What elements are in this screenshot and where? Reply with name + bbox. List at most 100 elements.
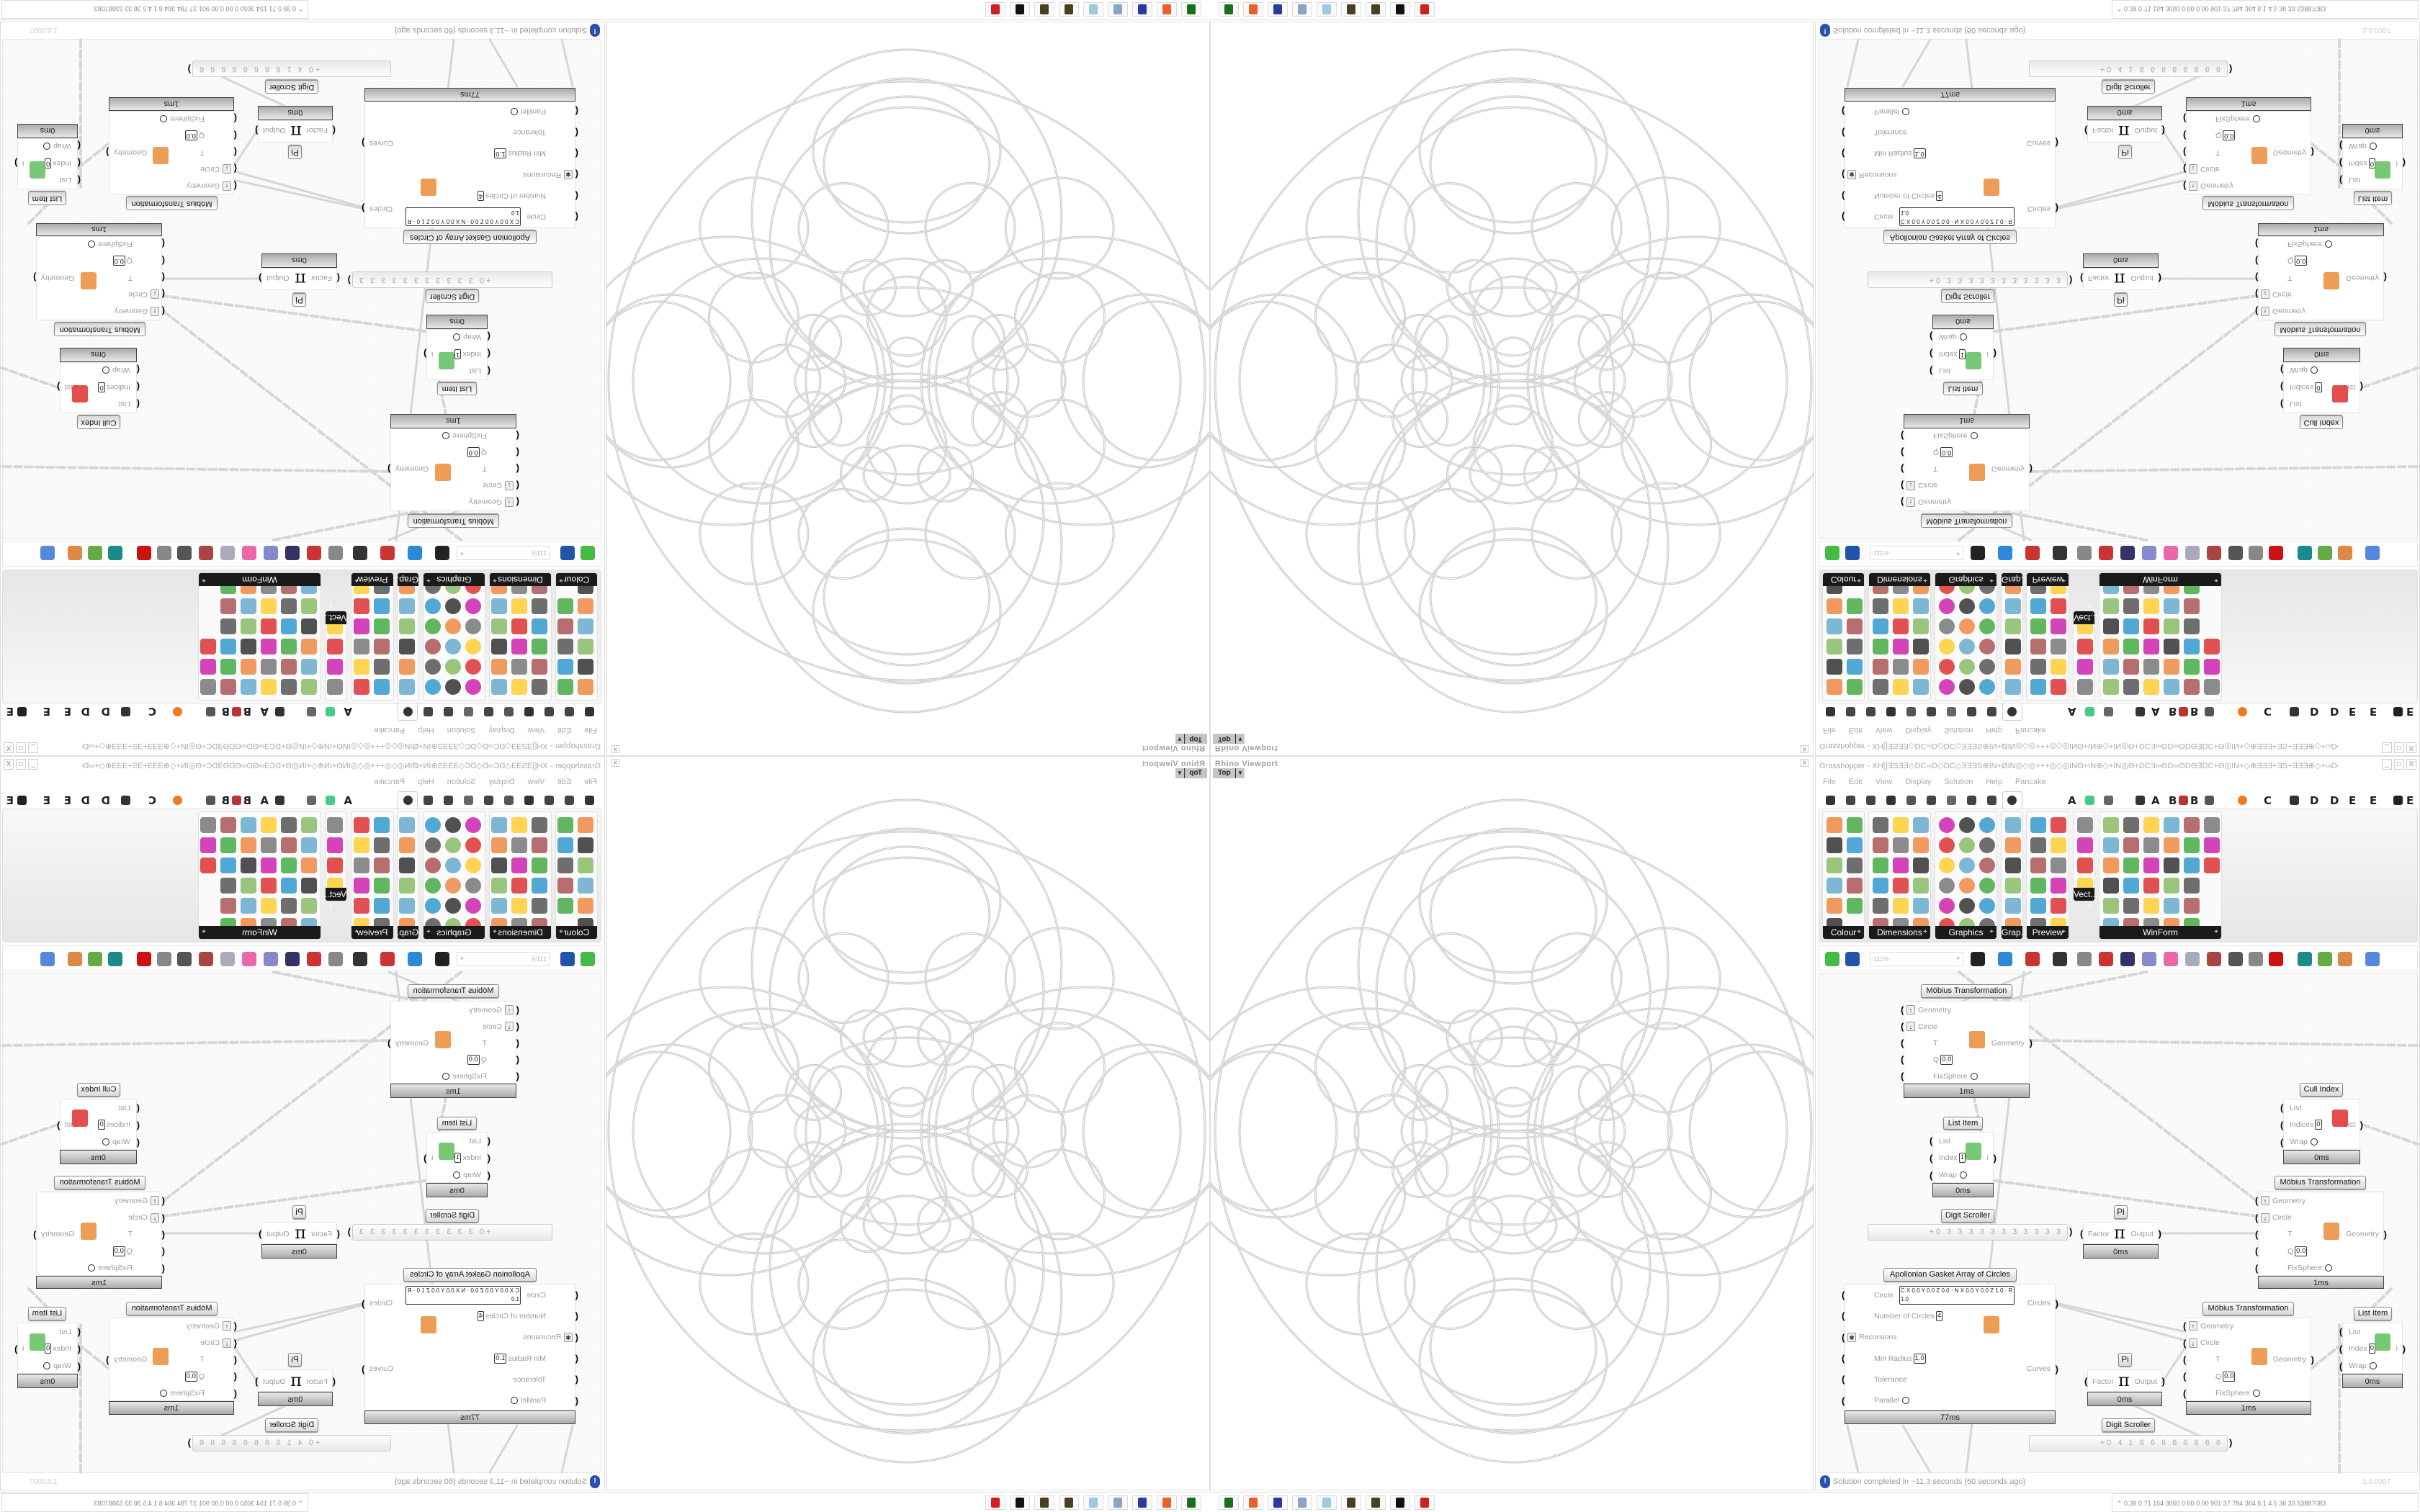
node-body[interactable]: (List(Indices 0(Wrap List)	[57, 362, 140, 413]
toolbar-button[interactable]	[2053, 952, 2067, 966]
panel-label[interactable]: WinForm	[2099, 926, 2221, 939]
input-grip[interactable]: (	[1930, 365, 1933, 377]
toolbar-button[interactable]	[2099, 952, 2113, 966]
component-icon[interactable]	[1827, 898, 1842, 914]
input-grip[interactable]: (	[487, 348, 490, 360]
input-param[interactable]: (Parallel	[1842, 101, 2055, 122]
menu-help[interactable]: Help	[1986, 778, 2002, 786]
node-body[interactable]: (Factor Output) π	[2080, 1222, 2161, 1244]
component-icon[interactable]	[2164, 837, 2179, 853]
output-grip[interactable]: )	[2311, 147, 2314, 158]
component-icon[interactable]	[2184, 898, 2200, 914]
input-grip[interactable]: (	[2183, 1354, 2187, 1365]
output-param[interactable]: List)	[2284, 1117, 2363, 1134]
arrow-up-icon[interactable]: ↑	[2189, 1321, 2197, 1331]
component-icon[interactable]	[1959, 817, 1975, 833]
output-grip[interactable]: )	[255, 125, 259, 136]
input-grip[interactable]: (	[2339, 1326, 2343, 1338]
input-grip[interactable]: (	[233, 163, 237, 175]
input-grip[interactable]: (	[575, 1353, 578, 1364]
output-grip[interactable]: )	[2055, 1363, 2058, 1374]
node-title[interactable]: List Item	[28, 1307, 66, 1320]
seed-icon[interactable]	[1341, 1495, 1361, 1510]
output-grip[interactable]: )	[387, 1038, 391, 1048]
arrow-up-icon[interactable]: ↑	[151, 1196, 159, 1206]
menu-pancake[interactable]: Pancake	[2015, 778, 2046, 786]
input-grip[interactable]: (	[516, 431, 519, 441]
rhino-viewport[interactable]: Rhino Viewport x Top ▼	[606, 22, 1210, 756]
firefox-icon[interactable]	[1243, 1495, 1263, 1510]
input-grip[interactable]: (	[516, 464, 519, 474]
input-param[interactable]: (T	[2255, 1226, 2383, 1243]
node-body[interactable]: (List (Index 1 (Wrap i)	[1930, 1132, 1996, 1184]
node-body[interactable]: (↑ Geometry(↓ Circle(T(Q 0.0(FixSphere Geome…	[1901, 1001, 2033, 1084]
input-grip[interactable]: (	[516, 1054, 519, 1065]
input-grip[interactable]: (	[575, 211, 578, 222]
node-body[interactable]: (↑ Geometry(↓ Circle(T(Q 0.0(FixSphere Geome…	[33, 1192, 165, 1276]
node-title[interactable]: Apollonian Gasket Array of Circles	[1883, 230, 2017, 244]
component-icon[interactable]	[1893, 878, 1909, 894]
output-grip[interactable]: )	[362, 138, 365, 149]
input-grip[interactable]: (	[1842, 211, 1845, 222]
tab-icon[interactable]	[2238, 796, 2247, 805]
input-grip[interactable]: (	[516, 1071, 519, 1081]
viewport-close-button[interactable]: x	[1801, 759, 1809, 767]
input-grip[interactable]: (	[233, 113, 237, 125]
arrow-down-icon[interactable]: ↓	[223, 1338, 231, 1348]
output-param[interactable]: i)	[424, 1150, 487, 1167]
output-param[interactable]: Geometry)	[2187, 1351, 2314, 1368]
toggle-circle[interactable]	[102, 1138, 110, 1146]
input-grip[interactable]: (	[2280, 1136, 2284, 1148]
input-grip[interactable]: (	[2255, 305, 2259, 317]
input-value[interactable]: 0.0	[2223, 1371, 2236, 1382]
node-body[interactable]: (Factor Output) π	[259, 268, 340, 290]
input-param[interactable]: (Wrap	[2339, 1357, 2402, 1374]
input-param[interactable]: (↓ Circle	[37, 1209, 165, 1225]
tab-e[interactable]: E	[2370, 794, 2378, 807]
input-grip[interactable]: (	[2280, 364, 2284, 376]
node-title[interactable]: Pi	[2114, 1205, 2128, 1219]
component-icon[interactable]	[1979, 858, 1995, 873]
scroller-digits[interactable]: +0 4 1 6 6 6 6 6 6 6 6	[2029, 1435, 2228, 1452]
node-title[interactable]: List Item	[2354, 1307, 2392, 1320]
input-param[interactable]: (List	[2339, 171, 2402, 189]
scroller-digits[interactable]: +0 3 3 3 3 3 3 3 3 3 3 3	[1868, 1224, 2068, 1241]
output-grip[interactable]: )	[14, 158, 18, 169]
input-grip[interactable]: (	[575, 106, 578, 117]
output-param[interactable]: Geometry)	[33, 1226, 161, 1243]
input-param[interactable]: (Wrap	[2280, 361, 2360, 379]
toolbar-button[interactable]	[2207, 952, 2221, 966]
arrow-down-icon[interactable]: ↓	[2261, 289, 2269, 300]
input-param[interactable]: (FixSphere	[2255, 235, 2383, 252]
output-param[interactable]: Geometry)	[2259, 269, 2387, 286]
node-body[interactable]: (↑ Geometry(↓ Circle(T(Q 0.0(FixSphere Geome…	[33, 236, 165, 320]
input-grip[interactable]: (	[487, 331, 490, 343]
toolbar-button[interactable]	[2228, 952, 2243, 966]
input-value[interactable]: 0.0	[184, 130, 197, 141]
input-param[interactable]: (Wrap	[1930, 1166, 1993, 1184]
toggle-circle[interactable]	[510, 107, 518, 115]
input-param[interactable]: (Index 1	[1930, 1150, 1993, 1167]
input-param[interactable]: (Q 0.0	[2255, 1243, 2383, 1259]
input-param[interactable]: (✱ Recursions	[1842, 1327, 2055, 1348]
input-param[interactable]: (Q 0.0	[109, 127, 237, 143]
input-grip[interactable]: (	[575, 1290, 578, 1301]
output-param[interactable]: i)	[2343, 1341, 2406, 1358]
component-icon[interactable]	[1979, 898, 1995, 914]
component-icon[interactable]	[2164, 858, 2179, 873]
input-grip[interactable]: (	[2183, 1387, 2187, 1399]
component-icon[interactable]	[1959, 858, 1975, 873]
input-grip[interactable]: (	[233, 147, 237, 158]
component-icon[interactable]	[2143, 817, 2159, 833]
component-icon[interactable]	[2051, 878, 2066, 894]
component-icon[interactable]	[2184, 837, 2200, 853]
input-param[interactable]: (Parallel	[365, 101, 578, 122]
input-grip[interactable]: (	[2183, 180, 2187, 192]
component-icon[interactable]	[1847, 898, 1863, 914]
component-icon[interactable]	[2103, 898, 2119, 914]
input-grip[interactable]: (	[2339, 158, 2343, 169]
maximize-button[interactable]: □	[2394, 759, 2404, 770]
node-title[interactable]: Möbius Transformation	[54, 1176, 145, 1189]
menu-edit[interactable]: Edit	[1848, 778, 1863, 786]
component-icon[interactable]	[2030, 898, 2046, 914]
